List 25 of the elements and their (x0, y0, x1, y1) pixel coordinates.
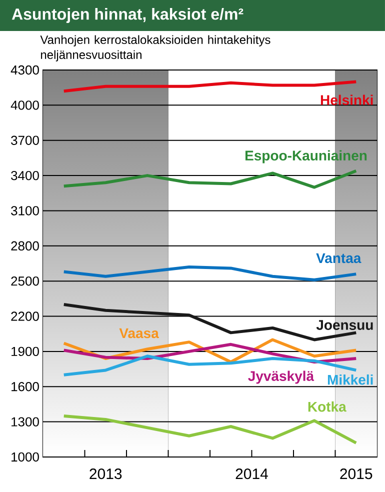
y-tick-label: 1300 (12, 417, 39, 426)
line-series (62, 414, 358, 444)
y-tick-label: 3400 (11, 170, 39, 180)
series-label: Mikkeli (328, 374, 373, 385)
y-tick-label: 3700 (11, 136, 39, 145)
series-label: Vantaa (316, 253, 362, 264)
series-label: Jyväskylä (248, 370, 314, 384)
chart-subtitle: Vanhojen kerrostalokaksioiden hintakehitys neljännesvuosittain (40, 35, 270, 62)
y-tick-label: 2500 (11, 276, 39, 286)
y-tick-label: 1900 (12, 346, 39, 356)
y-tick-label: 4000 (10, 100, 39, 110)
y-tick-label: 3100 (11, 206, 39, 216)
series-label: Joensuu (316, 320, 373, 330)
y-tick-label: 1600 (12, 382, 39, 392)
y-tick-label: 1000 (12, 452, 39, 462)
series-label: Vaasa (119, 328, 159, 338)
y-tick-label: 4300 (10, 65, 39, 75)
text: 2013 (90, 468, 122, 480)
text: 2014 (236, 468, 268, 480)
y-tick-label: 2200 (11, 312, 39, 321)
y-tick-label: 2800 (11, 241, 39, 251)
series-label: Kotka (308, 401, 346, 412)
line-series (62, 169, 358, 189)
text: 2015 (340, 468, 372, 480)
chart-title: Asuntojen hinnat, kaksiot e/m² (12, 8, 244, 23)
